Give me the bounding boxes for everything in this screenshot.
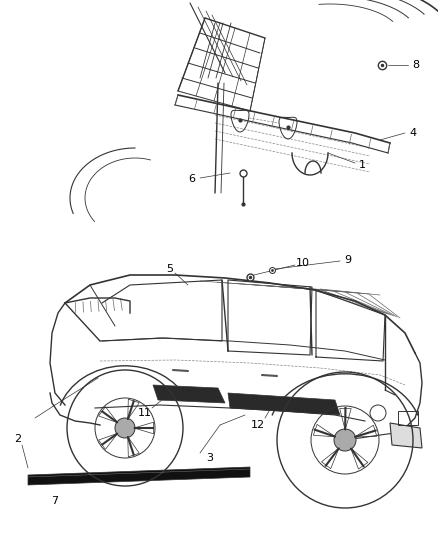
Circle shape [115, 418, 135, 438]
Text: 5: 5 [166, 264, 173, 274]
Polygon shape [153, 385, 225, 403]
Text: 3: 3 [206, 453, 213, 463]
Text: 11: 11 [138, 408, 152, 418]
Polygon shape [228, 393, 340, 415]
Text: 4: 4 [410, 128, 417, 138]
Polygon shape [390, 423, 422, 448]
Bar [398, 411, 418, 425]
Circle shape [334, 429, 356, 451]
Text: 8: 8 [413, 60, 420, 70]
Text: 12: 12 [251, 420, 265, 430]
Text: 10: 10 [296, 258, 310, 268]
Text: 6: 6 [188, 174, 195, 184]
Polygon shape [28, 467, 250, 485]
Text: 9: 9 [344, 255, 352, 265]
Text: 2: 2 [14, 434, 21, 444]
Text: 1: 1 [358, 160, 365, 170]
Text: 7: 7 [51, 496, 59, 506]
